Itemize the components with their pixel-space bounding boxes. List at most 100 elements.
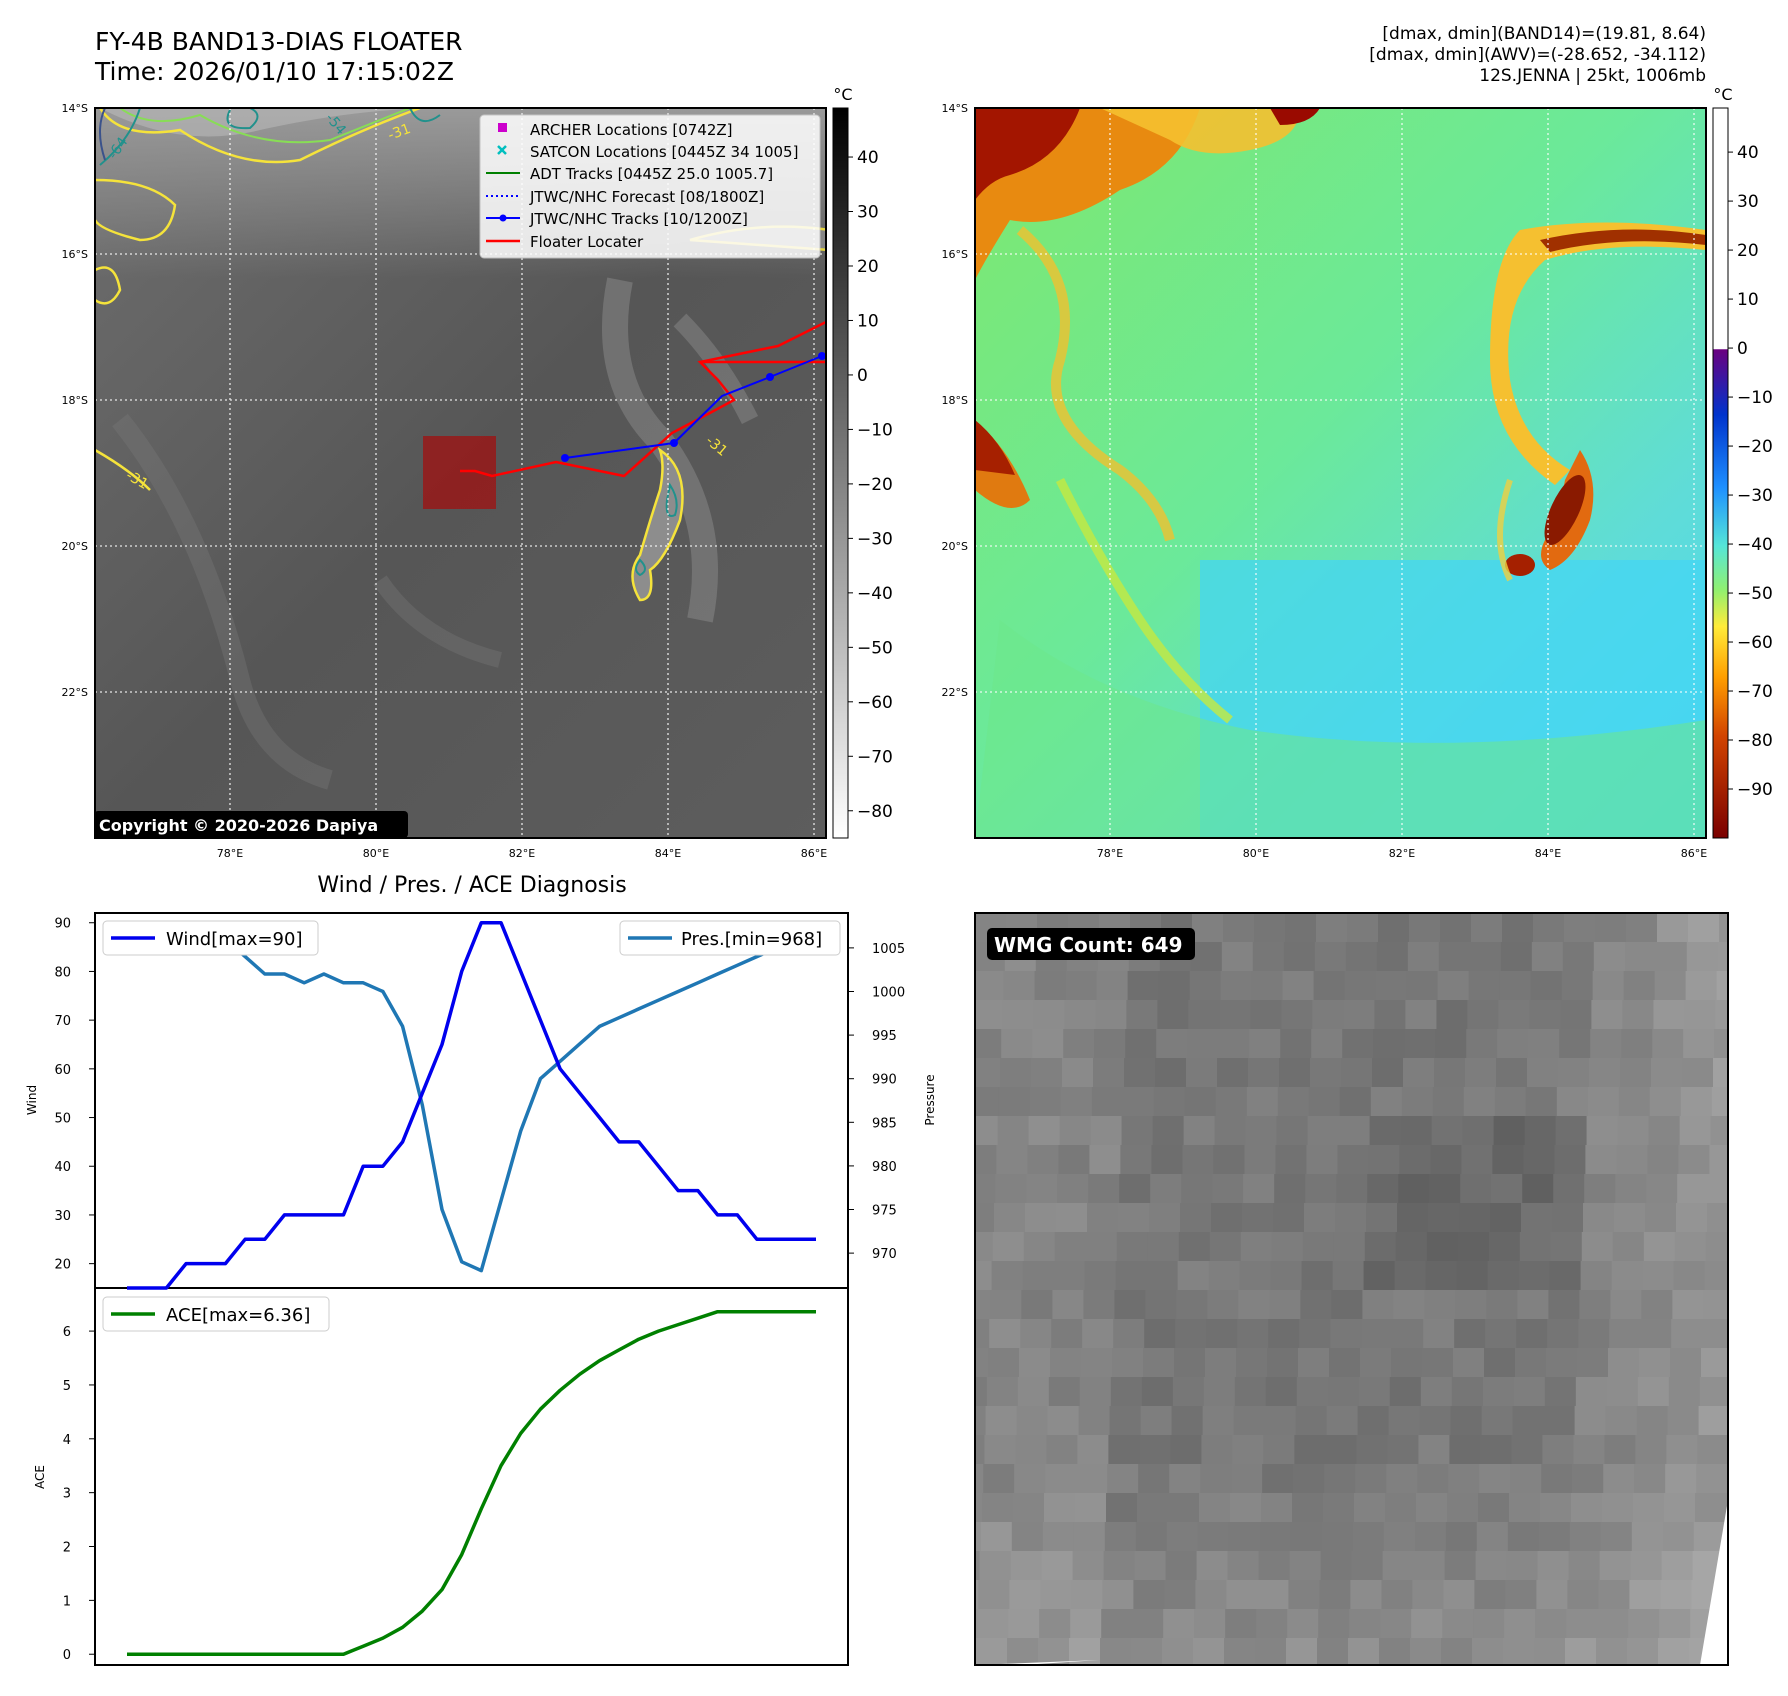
wmg-cell: [1091, 1087, 1125, 1117]
wmg-cell: [1665, 1464, 1698, 1494]
wmg-cell: [1000, 1058, 1033, 1088]
wmg-cell: [1496, 1058, 1529, 1088]
wmg-cell: [1530, 971, 1564, 1001]
wmg-cell: [1611, 1261, 1645, 1291]
wmg-cell: [985, 1406, 1019, 1436]
wmg-cell: [1361, 1319, 1394, 1349]
wmg-cell: [1054, 1232, 1088, 1262]
wmg-cell: [1169, 1464, 1202, 1494]
legend-item-3: JTWC/NHC Forecast [08/1800Z]: [529, 188, 764, 206]
wmg-cell: [1566, 1609, 1599, 1639]
wmg-cell: [1714, 1029, 1728, 1059]
wmg-cell: [1009, 1580, 1042, 1610]
wmg-cell: [1437, 971, 1471, 1001]
wmg-cell: [1339, 1087, 1373, 1117]
pressure-tick-label: 980: [872, 1160, 897, 1175]
wmg-cell: [1211, 1203, 1244, 1233]
wmg-cell: [1436, 1000, 1469, 1030]
awv-lat-labels: 14°S 16°S 18°S 20°S 22°S: [942, 102, 968, 699]
wmg-cell: [1197, 1522, 1231, 1552]
wmg-cell: [1331, 1290, 1364, 1320]
wmg-cell: [1476, 1522, 1510, 1552]
wmg-cell: [1279, 1058, 1312, 1088]
wmg-cell: [1554, 1145, 1587, 1175]
wmg-cell: [1621, 1029, 1654, 1059]
awv-lat-label: 22°S: [942, 686, 968, 699]
info-line-2: [dmax, dmin](AWV)=(-28.652, -34.112): [1369, 45, 1706, 65]
wmg-cell: [1177, 1261, 1211, 1291]
wmg-cell: [1010, 1551, 1044, 1581]
wmg-cell: [1258, 1551, 1292, 1581]
wmg-cell: [1132, 1609, 1165, 1639]
ir-colorbar-ticks: 40 30 20 10 0 −10 −20 −30 −40 −50 −60 −70 −80: [848, 148, 893, 822]
wmg-cell: [1623, 971, 1657, 1001]
wmg-cell: [1527, 1058, 1560, 1088]
wmg-cell: [1497, 1029, 1530, 1059]
wmg-cell: [1449, 1435, 1482, 1465]
wmg-cell: [1099, 1667, 1132, 1696]
wmg-cell: [1659, 1609, 1692, 1639]
wmg-cell: [1460, 1174, 1493, 1204]
wmg-cell: [1257, 1580, 1290, 1610]
pressure-legend-label: Pres.[min=968]: [681, 929, 822, 950]
wmg-cell: [1227, 1551, 1261, 1581]
wmg-cell: [1461, 1145, 1494, 1175]
wmg-cell: [1143, 1348, 1176, 1378]
wmg-cell: [975, 1087, 1001, 1117]
wind-series-line: [127, 920, 816, 1290]
wmg-cell: [1533, 913, 1566, 943]
pressure-tick-label: 975: [872, 1204, 897, 1219]
wmg-cell: [1660, 1580, 1693, 1610]
wmg-cell: [1268, 1319, 1301, 1349]
wmg-cell: [1540, 1493, 1573, 1523]
wmg-cell: [984, 1435, 1017, 1465]
wmg-cell: [1485, 1319, 1518, 1349]
wmg-cell: [1262, 1464, 1295, 1494]
pressure-tick-label: 995: [872, 1029, 897, 1044]
wmg-cell: [1207, 1290, 1240, 1320]
wmg-cell: [1165, 1551, 1199, 1581]
wmg-cell: [1512, 1406, 1546, 1436]
wmg-cell: [994, 1203, 1027, 1233]
wmg-cell: [1245, 1116, 1279, 1146]
awv-colorbar-tick-label: −40: [1737, 535, 1773, 555]
wmg-cell: [1228, 1522, 1262, 1552]
wmg-cell: [1181, 1174, 1214, 1204]
wmg-cell: [1225, 1609, 1258, 1639]
wmg-cell: [1673, 1261, 1707, 1291]
wmg-cell: [1209, 1232, 1243, 1262]
wmg-cell: [1456, 1261, 1490, 1291]
wmg-cell: [1226, 1580, 1259, 1610]
wmg-cell: [1072, 1551, 1106, 1581]
wmg-cell: [1493, 1116, 1527, 1146]
wmg-cell: [1559, 1029, 1592, 1059]
wmg-cell: [1606, 1377, 1640, 1407]
wmg-cell: [1349, 1609, 1382, 1639]
track-line-dot-icon: [486, 214, 520, 222]
wmg-cell: [1615, 1174, 1648, 1204]
wmg-cell: [1007, 1638, 1040, 1665]
wmg-cell: [1299, 1319, 1332, 1349]
wmg-cell: [1620, 1058, 1653, 1088]
wmg-cell: [1301, 1261, 1335, 1291]
wmg-cell: [1447, 1493, 1480, 1523]
wmg-cell: [1645, 1203, 1678, 1233]
wmg-cell: [1448, 1464, 1481, 1494]
wmg-cell: [1688, 1667, 1721, 1696]
wmg-cell: [1157, 1000, 1190, 1030]
wmg-cell: [1596, 1638, 1629, 1665]
wmg-cell: [1502, 913, 1535, 943]
wmg-cell: [1422, 1348, 1455, 1378]
wmg-cell: [1045, 1464, 1078, 1494]
wmg-cell: [1719, 913, 1728, 943]
wmg-cell: [1223, 1667, 1256, 1696]
wmg-cell: [1392, 1319, 1425, 1349]
wmg-cell: [1405, 1000, 1438, 1030]
wmg-cell: [975, 1319, 991, 1349]
wmg-cell: [975, 1058, 1002, 1088]
wmg-cell: [1467, 1000, 1500, 1030]
wmg-cell: [1471, 913, 1504, 943]
wmg-cell: [1636, 1406, 1670, 1436]
wmg-cell: [1498, 1000, 1531, 1030]
